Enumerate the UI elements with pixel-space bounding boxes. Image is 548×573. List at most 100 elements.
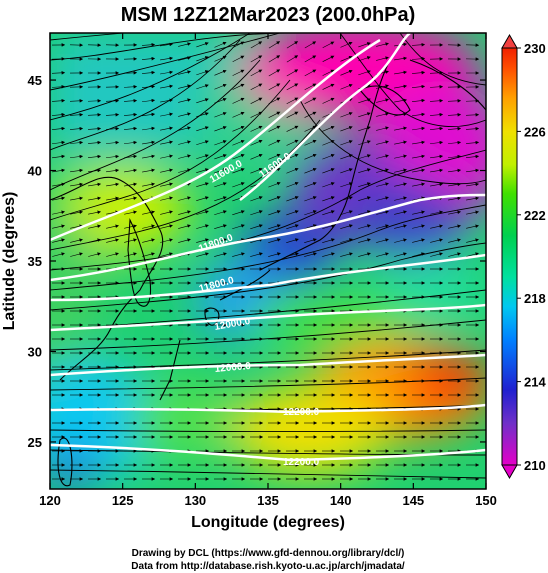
- wind-arrow: [429, 84, 444, 89]
- y-tick-label: 30: [28, 344, 42, 359]
- wind-arrow: [268, 182, 281, 188]
- wind-arrow: [376, 140, 389, 145]
- wind-arrow: [394, 126, 408, 131]
- wind-arrow: [106, 154, 120, 159]
- wind-arrow: [52, 196, 66, 201]
- wind-arrow: [214, 182, 227, 188]
- wind-arrow: [142, 84, 156, 89]
- wind-arrow: [448, 140, 462, 145]
- wind-arrow: [304, 111, 317, 118]
- wind-arrow: [196, 126, 209, 132]
- wind-arrow: [304, 210, 317, 216]
- wind-arrow: [286, 182, 299, 188]
- wind-arrow: [304, 182, 317, 188]
- wind-arrow: [178, 98, 191, 103]
- y-tick-label: 40: [28, 164, 42, 179]
- wind-arrow: [322, 41, 335, 49]
- wind-arrow: [358, 168, 371, 173]
- x-tick-label: 150: [475, 493, 497, 508]
- wind-arrow: [124, 126, 138, 131]
- wind-arrow: [214, 126, 227, 132]
- wind-arrow: [142, 238, 155, 243]
- wind-arrow: [70, 252, 83, 257]
- wind-arrow: [52, 140, 66, 145]
- wind-arrow: [196, 42, 209, 48]
- wind-arrow: [411, 56, 426, 61]
- wind-arrow: [322, 97, 335, 104]
- wind-arrow: [123, 71, 138, 75]
- wind-arrow: [466, 168, 480, 173]
- wind-arrow: [465, 112, 480, 117]
- wind-arrow: [358, 70, 371, 76]
- wind-arrow: [88, 196, 102, 201]
- wind-arrow: [322, 125, 335, 132]
- wind-arrow: [340, 41, 353, 48]
- wind-arrow: [340, 182, 353, 188]
- wind-arrow: [124, 154, 138, 159]
- wind-arrow: [340, 196, 353, 202]
- wind-arrow: [411, 42, 426, 47]
- wind-arrow: [465, 140, 480, 145]
- wind-arrow: [196, 140, 209, 146]
- wind-arrow: [322, 252, 335, 257]
- wind-arrow: [178, 112, 191, 117]
- wind-arrow: [105, 126, 120, 131]
- y-tick-label: 35: [28, 254, 42, 269]
- wind-arrow: [448, 238, 461, 243]
- wind-arrow: [250, 125, 263, 132]
- wind-arrow: [160, 98, 174, 103]
- wind-arrow: [51, 84, 66, 89]
- colorbar-tick-label: 230: [524, 41, 546, 56]
- wind-arrow: [322, 83, 335, 90]
- wind-arrow: [178, 224, 191, 229]
- wind-arrow: [286, 210, 299, 216]
- wind-arrow: [412, 182, 426, 187]
- x-tick-label: 120: [39, 493, 61, 508]
- wind-arrow: [376, 238, 389, 243]
- wind-arrow: [51, 112, 66, 117]
- wind-arrow: [106, 238, 119, 243]
- wind-arrow: [322, 224, 335, 230]
- wind-arrow: [214, 140, 227, 146]
- wind-arrow: [105, 99, 120, 103]
- wind-arrow: [178, 210, 191, 215]
- wind-arrow: [160, 42, 174, 47]
- wind-arrow: [430, 252, 443, 257]
- credit-line-1: Drawing by DCL (https://www.gfd-dennou.o…: [132, 548, 405, 559]
- wind-arrow: [123, 98, 138, 103]
- wind-arrow: [142, 224, 156, 229]
- wind-arrow: [430, 210, 444, 215]
- wind-arrow: [160, 112, 174, 117]
- wind-arrow: [51, 71, 66, 75]
- wind-arrow: [412, 140, 426, 145]
- wind-arrow: [160, 70, 174, 75]
- wind-arrow: [286, 125, 299, 132]
- wind-arrow: [141, 70, 156, 75]
- wind-arrow: [232, 168, 245, 174]
- x-axis: 120 125 130 135 140 145 150: [39, 33, 497, 508]
- wind-arrow: [466, 196, 480, 201]
- wind-arrow: [376, 252, 389, 257]
- wind-arrow: [412, 98, 426, 103]
- y-tick-label: 45: [28, 73, 42, 88]
- wind-arrow: [304, 83, 317, 91]
- wind-arrow: [340, 140, 353, 146]
- wind-arrow: [88, 154, 102, 159]
- wind-arrow: [268, 111, 281, 118]
- wind-arrow: [394, 140, 408, 145]
- x-axis-label: Longitude (degrees): [191, 514, 345, 531]
- wind-arrow: [214, 112, 227, 118]
- wind-arrow: [286, 41, 299, 49]
- wind-arrow: [340, 112, 353, 118]
- wind-arrow: [178, 140, 191, 145]
- wind-arrow: [178, 84, 191, 89]
- wind-arrow: [87, 126, 102, 131]
- wind-arrow: [322, 139, 335, 146]
- wind-arrow: [124, 252, 137, 257]
- wind-arrow: [196, 168, 209, 174]
- wind-arrow: [250, 153, 263, 160]
- wind-arrow: [178, 238, 191, 243]
- wind-arrow: [232, 182, 245, 188]
- wind-arrow: [268, 69, 281, 77]
- wind-arrow: [160, 154, 174, 159]
